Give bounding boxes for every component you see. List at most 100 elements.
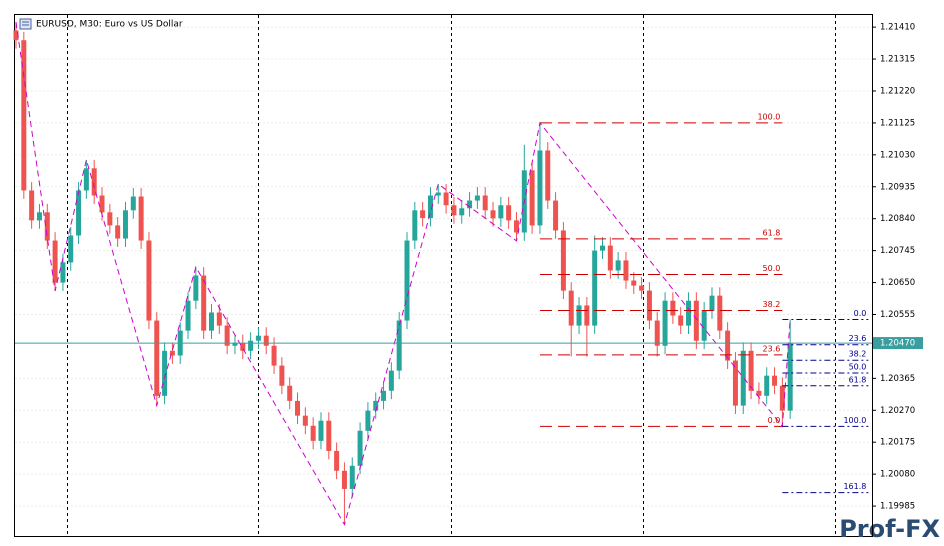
candle-body — [349, 465, 355, 489]
candle-body — [248, 340, 254, 351]
y-tick-label: 1.20745 — [880, 246, 915, 256]
candle-body — [279, 365, 285, 386]
y-tick-label: 1.20080 — [880, 470, 915, 480]
y-tick-label: 1.19985 — [880, 502, 915, 512]
candle-body — [779, 385, 785, 411]
candle-body — [553, 200, 559, 231]
candle-body — [435, 192, 441, 196]
candle-body — [216, 312, 222, 326]
candle-body — [357, 430, 363, 466]
candle-body — [107, 212, 113, 226]
candle-body — [263, 335, 269, 346]
y-tick-label: 1.20555 — [880, 310, 915, 320]
candle-body — [52, 240, 58, 283]
candle-body — [686, 300, 692, 326]
current-price-box — [873, 337, 923, 350]
candle-body — [443, 192, 449, 206]
candle-body — [678, 315, 684, 326]
candle-body — [36, 212, 42, 221]
candle-body — [725, 330, 731, 361]
candle-body — [474, 195, 480, 201]
grid — [15, 26, 872, 507]
candle-body — [209, 312, 214, 331]
candle-body — [709, 295, 715, 311]
candle-body — [404, 240, 410, 321]
fib-label: 38.2 — [849, 350, 867, 359]
candle-body — [138, 196, 144, 241]
fib-label: 23.6 — [849, 334, 867, 343]
y-tick-label: 1.20650 — [880, 278, 915, 288]
candle-body — [287, 385, 293, 401]
candle-body — [224, 325, 230, 346]
fib-label: 61.8 — [849, 375, 867, 384]
candle-body — [310, 425, 316, 441]
candle-body — [365, 410, 371, 431]
fib-label: 61.8 — [763, 228, 781, 237]
candle-body — [467, 200, 473, 209]
fib-label: 100.0 — [843, 416, 866, 425]
y-tick-label: 1.21315 — [880, 55, 915, 65]
candle-body — [169, 350, 175, 356]
candle-body — [490, 210, 496, 219]
candle-body — [60, 262, 66, 283]
candle-body — [537, 150, 543, 226]
fib-label: 161.8 — [843, 482, 866, 491]
candle-body — [701, 310, 707, 341]
zigzag-line — [15, 21, 791, 526]
candle-body — [193, 275, 199, 301]
candle-body — [115, 225, 121, 239]
candle-body — [240, 343, 246, 351]
candle-body — [302, 415, 308, 426]
candle-body — [13, 30, 19, 41]
chart-title: EURUSD, M30: Euro vs US Dollar — [36, 20, 183, 30]
candle-body — [341, 470, 347, 489]
candle-body — [271, 345, 277, 366]
candle-body — [99, 195, 105, 213]
candle-body — [631, 280, 637, 286]
fib-label: 100.0 — [757, 112, 780, 121]
candle-body — [615, 260, 621, 271]
candle-body — [381, 390, 387, 401]
candle-body — [68, 235, 74, 263]
candle-body — [451, 205, 457, 216]
candle-body — [373, 400, 379, 411]
candle-body — [670, 300, 676, 316]
candle-body — [427, 195, 433, 219]
candle-body — [459, 208, 465, 216]
fib-label: 38.2 — [763, 300, 781, 309]
candle-body — [600, 245, 605, 251]
candle-body — [146, 240, 152, 321]
symbol-icon — [19, 18, 32, 30]
candle-body — [756, 390, 762, 396]
candle-body — [498, 205, 504, 219]
candle-body — [201, 275, 207, 331]
candle-body — [506, 205, 512, 221]
fib-label: 50.0 — [849, 362, 867, 371]
y-tick-label: 1.20935 — [880, 182, 915, 192]
candle-body — [568, 290, 574, 326]
candle-body — [748, 350, 754, 391]
fib-label: 50.0 — [763, 264, 781, 273]
candle-body — [21, 40, 27, 191]
y-tick-label: 1.21030 — [880, 150, 915, 160]
candle-body — [693, 300, 699, 341]
y-tick-label: 1.20840 — [880, 214, 915, 224]
day-separators — [67, 15, 836, 536]
candle-body — [185, 300, 191, 331]
candle-body — [584, 305, 590, 326]
candle-body — [318, 420, 324, 441]
candle-body — [639, 285, 645, 291]
candle-body — [295, 400, 301, 416]
candle-body — [787, 343, 793, 411]
candle-body — [44, 212, 50, 241]
candle-body — [255, 335, 261, 341]
candle-body — [232, 343, 238, 346]
candle-body — [592, 250, 598, 326]
candle-body — [560, 230, 566, 291]
candle-body — [130, 196, 136, 211]
y-tick-label: 1.21410 — [880, 23, 915, 33]
candle-body — [654, 320, 660, 346]
candle-body — [513, 220, 519, 233]
candle-body — [388, 370, 394, 391]
